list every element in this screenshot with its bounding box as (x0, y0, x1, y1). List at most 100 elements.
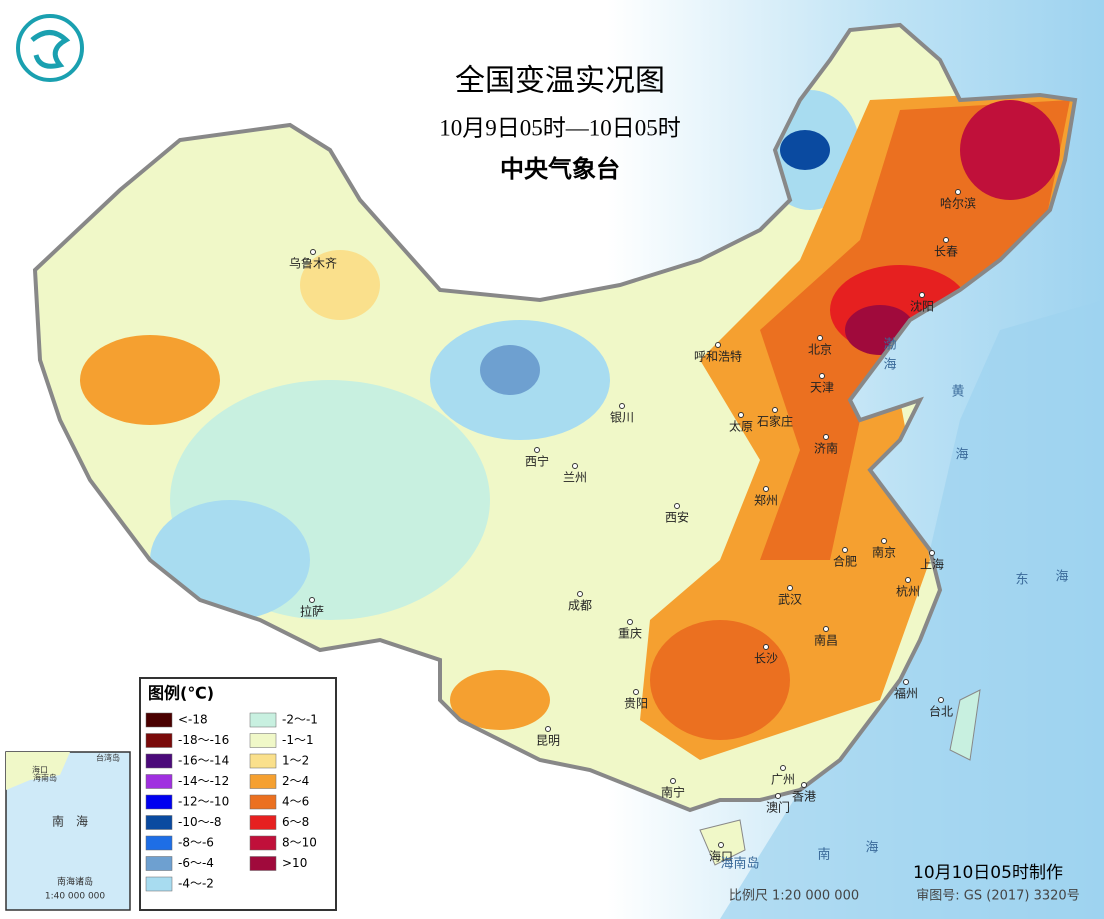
sea (720, 300, 1104, 919)
city-dot (823, 434, 829, 440)
legend: 图例(℃) <-18 -18～-16 -16～-14 -14～-12 -12～-10 -1… (139, 677, 337, 911)
sea-label: 海 (865, 841, 878, 856)
city-dot (309, 597, 315, 603)
legend-swatch (145, 774, 173, 789)
city-label: 南京 (872, 545, 896, 560)
legend-swatch (145, 794, 173, 810)
city-dot (763, 644, 769, 650)
inset-label: 南 (52, 814, 64, 829)
city-label: 南宁 (661, 785, 685, 800)
sea-label: 渤 (883, 337, 896, 353)
city-label: 澳门 (766, 800, 790, 815)
legend-swatch (249, 774, 277, 789)
city-dot (823, 626, 829, 632)
city-dot (787, 585, 793, 591)
legend-label: -18～-16 (178, 733, 229, 747)
city-label: 昆明 (536, 734, 560, 748)
city-label: 上海 (920, 557, 944, 572)
inset-label: 海南岛 (33, 773, 57, 783)
sea-label: 东 (1015, 573, 1028, 588)
city-dot (619, 403, 625, 409)
city-dot (772, 407, 778, 413)
city-dot (801, 782, 807, 788)
legend-label: <-18 (178, 713, 208, 727)
sea-label: 海 (883, 358, 896, 373)
city-label: 北京 (808, 343, 832, 357)
city-label: 乌鲁木齐 (289, 256, 337, 271)
city-label: 成都 (568, 599, 592, 613)
legend-swatch (249, 835, 277, 851)
legend-swatch (249, 753, 277, 769)
city-dot (929, 550, 935, 556)
city-dot (633, 689, 639, 695)
legend-swatch (145, 815, 173, 830)
city-dot (545, 726, 551, 732)
city-label: 郑州 (754, 493, 778, 508)
city-dot (738, 412, 744, 418)
legend-swatch (249, 856, 277, 871)
city-label: 沈阳 (910, 299, 934, 314)
legend-swatch (249, 794, 277, 810)
city-label: 西宁 (525, 454, 549, 469)
title: 全国变温实况图 (455, 64, 665, 99)
legend-swatch (145, 856, 173, 871)
city-label: 拉萨 (300, 604, 324, 619)
legend-label: -6～-4 (178, 856, 214, 870)
legend-label: 2～4 (282, 774, 309, 788)
sea-label: 黄 (951, 385, 964, 400)
legend-label: -4～-2 (178, 877, 214, 891)
city-label: 西安 (665, 510, 689, 525)
legend-label: -1～1 (282, 733, 314, 747)
legend-swatch (249, 733, 277, 748)
legend-label: -16～-14 (178, 754, 229, 768)
city-label: 哈尔滨 (940, 196, 976, 211)
legend-swatch (145, 733, 173, 748)
legend-label: >10 (282, 856, 307, 870)
city-label: 南昌 (814, 633, 838, 648)
city-label: 杭州 (896, 584, 920, 599)
city-dot (670, 778, 676, 784)
city-label: 济南 (814, 441, 838, 456)
inset-label: 海 (76, 814, 88, 829)
sea-label: 海 (1055, 570, 1068, 585)
city-label: 天津 (810, 381, 834, 395)
legend-label: -2～-1 (282, 713, 318, 727)
city-dot (780, 765, 786, 771)
city-label: 重庆 (618, 627, 642, 641)
legend-swatch (249, 712, 277, 728)
city-label: 呼和浩特 (694, 349, 742, 364)
city-label: 武汉 (778, 593, 802, 607)
legend-label: 4～6 (282, 795, 309, 809)
logo (16, 14, 84, 82)
city-dot (819, 373, 825, 379)
city-dot (674, 503, 680, 509)
city-dot (718, 842, 724, 848)
legend-label: 6～8 (282, 815, 309, 829)
city-label: 兰州 (563, 471, 587, 485)
sea-label: 海 (955, 448, 968, 463)
legend-label: 8～10 (282, 836, 317, 850)
legend-label: -14～-12 (178, 774, 229, 788)
city-dot (905, 577, 911, 583)
city-label: 长沙 (754, 652, 778, 666)
city-label: 太原 (729, 419, 753, 434)
inset (5, 751, 131, 911)
scale: 比例尺 1:20 000 000 (729, 889, 859, 904)
inset-label: 1:40 000 000 (45, 892, 106, 902)
city-label: 长春 (934, 245, 958, 259)
city-label: 福州 (894, 686, 918, 701)
city-dot (577, 591, 583, 597)
city-dot (763, 486, 769, 492)
city-label: 贵阳 (624, 697, 648, 711)
city-label: 台北 (929, 704, 953, 719)
city-label: 石家庄 (757, 414, 793, 429)
legend-title: 图例(℃) (148, 684, 214, 703)
legend-label: -10～-8 (178, 815, 222, 829)
legend-label: -12～-10 (178, 795, 229, 809)
city-dot (919, 292, 925, 298)
city-dot (881, 538, 887, 544)
city-dot (627, 619, 633, 625)
city-dot (572, 463, 578, 469)
city-dot (715, 342, 721, 348)
